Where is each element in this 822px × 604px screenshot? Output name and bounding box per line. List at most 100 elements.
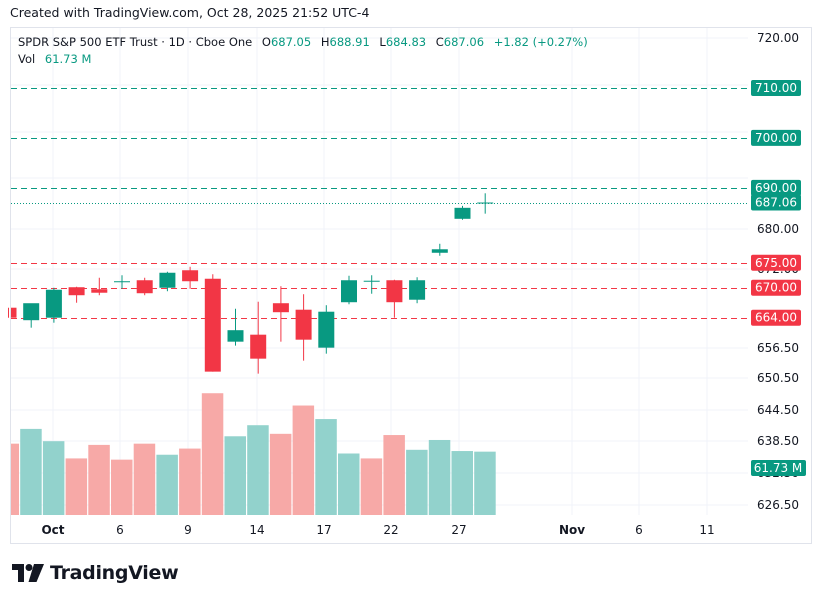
price-badge-label: 700.00 (755, 131, 797, 145)
candle (318, 305, 335, 354)
time-tick-label: 6 (116, 523, 124, 537)
close-label: C (435, 35, 444, 49)
time-tick-label: 6 (635, 523, 643, 537)
candle-body (45, 289, 62, 318)
candle-body (250, 334, 267, 359)
volume-label[interactable]: Vol (18, 52, 36, 66)
volume-bar (88, 444, 110, 515)
candle (341, 275, 357, 305)
volume-badge-label: 61.73 M (754, 461, 803, 475)
price-badge-bg (751, 254, 801, 271)
price-tick-label: 644.50 (757, 403, 799, 417)
high-label: H (320, 35, 330, 49)
candle (295, 294, 312, 361)
price-badge: 670.00 (751, 279, 801, 296)
price-badge: 664.00 (751, 309, 801, 326)
volume-bar (42, 441, 65, 515)
volume-bar (20, 428, 42, 515)
volume-bar (156, 454, 178, 515)
price-badge-bg (751, 309, 801, 326)
volume-bar (11, 443, 19, 515)
candle-body (204, 278, 221, 372)
candle (182, 266, 199, 289)
price-badge: 675.00 (751, 254, 801, 271)
price-badge-bg (751, 79, 801, 96)
symbol-title[interactable]: SPDR S&P 500 ETF Trust · 1D · Cboe One (18, 35, 253, 49)
volume-badge: 61.73 M (751, 460, 806, 476)
open-label: O (261, 35, 271, 49)
volume-bar (269, 433, 292, 515)
time-axis[interactable]: Oct 6 9 14 17 22 27 Nov 6 11 (41, 523, 714, 537)
volume-bar (428, 439, 451, 515)
created-with-text: Created with TradingView.com, Oct 28, 20… (10, 5, 370, 20)
candle (386, 279, 403, 318)
price-badge: 690.00 (751, 179, 801, 196)
candle (250, 301, 267, 374)
low-value: 684.83 (385, 35, 427, 49)
legend-volume: Vol 61.73 M (18, 52, 91, 66)
candle (136, 277, 153, 296)
volume-bar (315, 419, 337, 515)
price-tick-label: 656.50 (757, 341, 799, 355)
volume-bar (360, 458, 383, 515)
volume-value: 61.73 M (44, 52, 92, 66)
price-badge-bg (751, 194, 801, 211)
volume-bar (65, 458, 88, 515)
candle (204, 274, 221, 372)
volume-bar (247, 425, 269, 515)
volume-bar (338, 453, 360, 515)
price-badge-label: 687.06 (755, 196, 797, 210)
time-tick-label: 11 (699, 523, 714, 537)
candle (159, 271, 176, 292)
change-value: +1.82 (+0.27%) (493, 35, 588, 49)
low-label: L (379, 35, 386, 49)
candle-body (454, 207, 471, 219)
volume-bars (11, 393, 496, 515)
price-tick-label: 626.50 (757, 498, 799, 512)
candle-body (272, 303, 289, 313)
candle-body (363, 280, 380, 282)
candle (454, 205, 471, 220)
horizontal-price-lines[interactable] (11, 88, 748, 319)
time-tick-label: 22 (383, 523, 398, 537)
candle-body (295, 309, 312, 340)
tradingview-logo-text: TradingView (50, 562, 179, 584)
candle-body (114, 281, 130, 283)
volume-bar (383, 435, 405, 515)
candle-body (159, 272, 176, 288)
candle-body (91, 289, 108, 293)
volume-bar (474, 451, 496, 515)
candle (114, 275, 130, 289)
time-tick-label: Oct (41, 523, 64, 537)
candle (477, 193, 494, 214)
price-badge-label: 675.00 (755, 256, 797, 270)
volume-badge-bg (751, 460, 806, 476)
volume-bar (133, 443, 156, 515)
tradingview-logo-icon (12, 564, 44, 582)
price-badge-bg (751, 279, 801, 296)
volume-bar (224, 436, 246, 515)
price-tick-label: 638.50 (757, 434, 799, 448)
price-badge: 710.00 (751, 79, 801, 96)
tradingview-logo[interactable]: TradingView (12, 562, 179, 584)
price-badge-bg (751, 179, 801, 196)
price-tick-label: 720.00 (757, 31, 799, 45)
volume-bar (201, 393, 224, 515)
candle (409, 277, 426, 304)
high-value: 688.91 (329, 35, 370, 49)
candle-body (431, 249, 448, 253)
chart-panel[interactable] (10, 27, 812, 544)
candle (45, 287, 62, 323)
legend-ohlc: SPDR S&P 500 ETF Trust · 1D · Cboe One O… (18, 35, 588, 49)
volume-bar (179, 448, 201, 515)
candle-body (409, 280, 426, 300)
price-axis[interactable]: 720.00680.00672.00656.50650.50644.50638.… (757, 31, 799, 512)
price-badge-bg (751, 129, 801, 146)
price-tick-label: 680.00 (757, 222, 799, 236)
time-tick-label: 27 (451, 523, 466, 537)
price-badge: 700.00 (751, 129, 801, 146)
grid-lines (11, 28, 748, 515)
candle (23, 303, 40, 328)
